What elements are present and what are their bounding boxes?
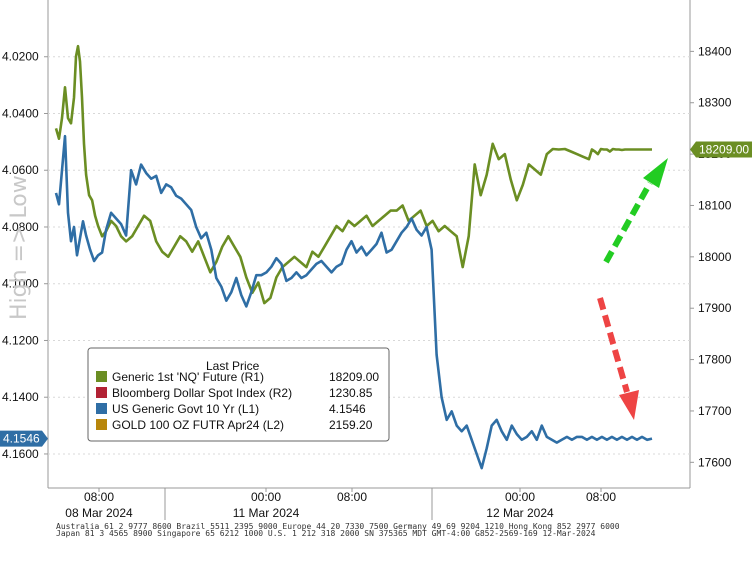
red-arrow-head <box>619 390 639 420</box>
legend-swatch <box>96 371 107 382</box>
x-date-label: 11 Mar 2024 <box>233 506 300 520</box>
right-tick-label: 18100 <box>698 198 732 212</box>
x-axis-ticks: 08:00 00:00 08:00 00:00 08:00 08 Mar 2024 11 M… <box>65 488 616 520</box>
right-tick-label: 17600 <box>698 455 732 469</box>
left-tick-label: 4.1000 <box>2 277 39 291</box>
red-arrow-annotation <box>597 297 639 420</box>
legend-entry-value: 1230.85 <box>329 386 373 400</box>
x-date-label: 12 Mar 2024 <box>486 506 554 520</box>
x-tick-label: 08:00 <box>337 490 367 504</box>
legend-swatch <box>96 387 107 398</box>
left-tick-label: 4.1600 <box>2 447 39 461</box>
left-tick-label: 4.0800 <box>2 220 39 234</box>
series-layer <box>54 44 653 470</box>
series-line-nq-future <box>54 44 652 305</box>
legend: Last Price Generic 1st 'NQ' Future (R1) 1… <box>87 347 390 442</box>
right-tick-label: 17800 <box>698 353 732 367</box>
x-tick-label: 08:00 <box>84 490 114 504</box>
legend-entry-name: Generic 1st 'NQ' Future (R1) <box>112 370 264 384</box>
x-tick-label: 00:00 <box>251 490 281 504</box>
x-tick-label: 00:00 <box>505 490 535 504</box>
left-last-value-text: 4.1546 <box>3 432 40 446</box>
green-arrow-annotation <box>603 158 668 264</box>
gridlines <box>48 56 690 455</box>
left-tick-label: 4.0600 <box>2 163 39 177</box>
green-arrow-head <box>643 158 668 188</box>
right-tick-label: 18400 <box>698 44 732 58</box>
left-tick-label: 4.0400 <box>2 106 39 120</box>
footer-line-2: Japan 81 3 4565 8900 Singapore 65 6212 1… <box>56 529 596 538</box>
legend-entry-name: GOLD 100 OZ FUTR Apr24 (L2) <box>112 418 284 432</box>
legend-entry-value: 4.1546 <box>329 402 366 416</box>
legend-swatch <box>96 419 107 430</box>
right-last-value-text: 18209.00 <box>699 142 749 156</box>
right-tick-label: 18300 <box>698 96 732 110</box>
left-tick-label: 4.1200 <box>2 333 39 347</box>
footer-line-1: Australia 61 2 9777 8600 Brazil 5511 239… <box>56 522 620 531</box>
watermark-text: High => Low <box>7 175 32 320</box>
legend-box <box>87 347 390 442</box>
legend-entry-value: 18209.00 <box>329 370 379 384</box>
left-tick-label: 4.0200 <box>2 50 39 64</box>
left-tick-label: 4.1400 <box>2 390 39 404</box>
right-tick-label: 17700 <box>698 404 732 418</box>
legend-entry-name: US Generic Govt 10 Yr (L1) <box>112 402 259 416</box>
series-line-us-10yr <box>54 134 653 470</box>
left-axis-ticks: 4.0200 4.0400 4.0600 4.0800 4.1000 4.1200 4.14… <box>2 50 48 461</box>
legend-swatch <box>96 403 107 414</box>
right-last-value-tag: 18209.00 <box>690 141 752 158</box>
x-date-label: 08 Mar 2024 <box>65 506 133 520</box>
legend-entries: Generic 1st 'NQ' Future (R1) 18209.00 Bloo… <box>96 370 379 432</box>
left-last-value-tag: 4.1546 <box>0 430 48 447</box>
right-tick-label: 17900 <box>698 301 732 315</box>
x-tick-label: 08:00 <box>586 490 616 504</box>
legend-entry-value: 2159.20 <box>329 418 373 432</box>
legend-title: Last Price <box>206 359 260 373</box>
legend-entry-name: Bloomberg Dollar Spot Index (R2) <box>112 386 292 400</box>
right-tick-label: 18000 <box>698 250 732 264</box>
